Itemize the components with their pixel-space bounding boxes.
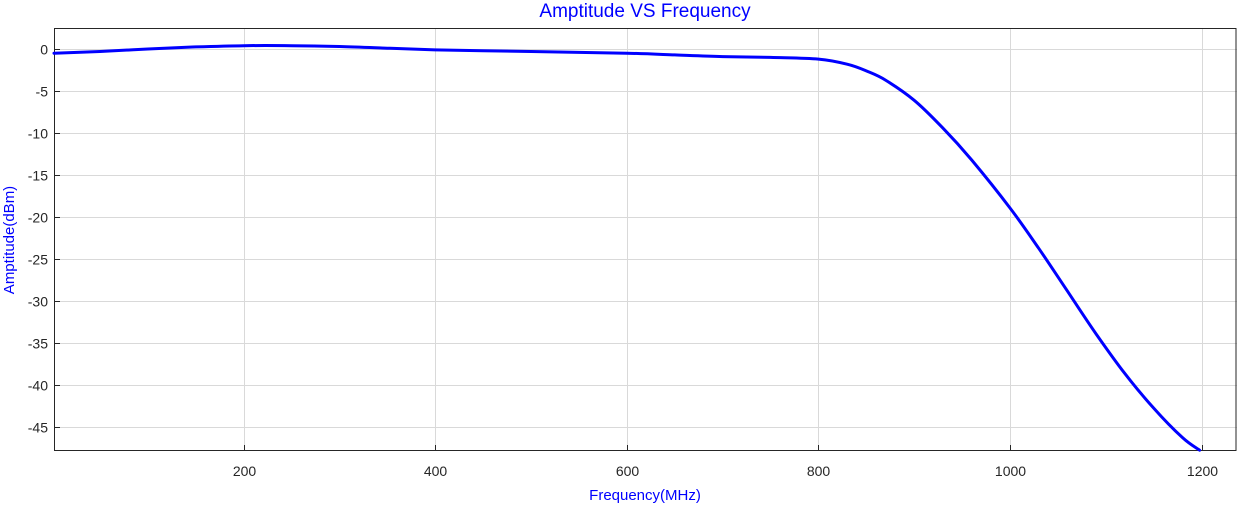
x-tick-label-600: 600: [616, 463, 640, 479]
y-tick-label--5: -5: [36, 84, 49, 100]
y-axis-label: Amptitude(dBm): [1, 186, 18, 294]
y-tick-label--15: -15: [28, 168, 48, 184]
y-tick-label-0: 0: [40, 42, 48, 58]
x-axis-label: Frequency(MHz): [589, 487, 701, 504]
y-tick-label--35: -35: [28, 336, 48, 352]
y-tick-label--20: -20: [28, 210, 48, 226]
plot-area-frame: [54, 28, 1237, 451]
series-line-amplitude: [52, 44, 1202, 452]
axis-ticks: 200 400 600 800 1000 1200 0 -5 -10 -15 -20 -25 -30 -3…: [28, 42, 1219, 480]
y-tick-label--10: -10: [28, 126, 48, 142]
y-tick-label--45: -45: [28, 420, 48, 436]
x-tick-label-400: 400: [424, 463, 448, 479]
x-tick-label-800: 800: [807, 463, 831, 479]
y-tick-label--40: -40: [28, 378, 48, 394]
y-tick-label--25: -25: [28, 252, 48, 268]
y-tick-label--30: -30: [28, 294, 48, 310]
grid: [54, 28, 1237, 451]
x-tick-label-1200: 1200: [1187, 463, 1218, 479]
x-tick-label-1000: 1000: [995, 463, 1026, 479]
chart-title: Amptitude VS Frequency: [539, 1, 751, 22]
x-tick-label-200: 200: [233, 463, 257, 479]
